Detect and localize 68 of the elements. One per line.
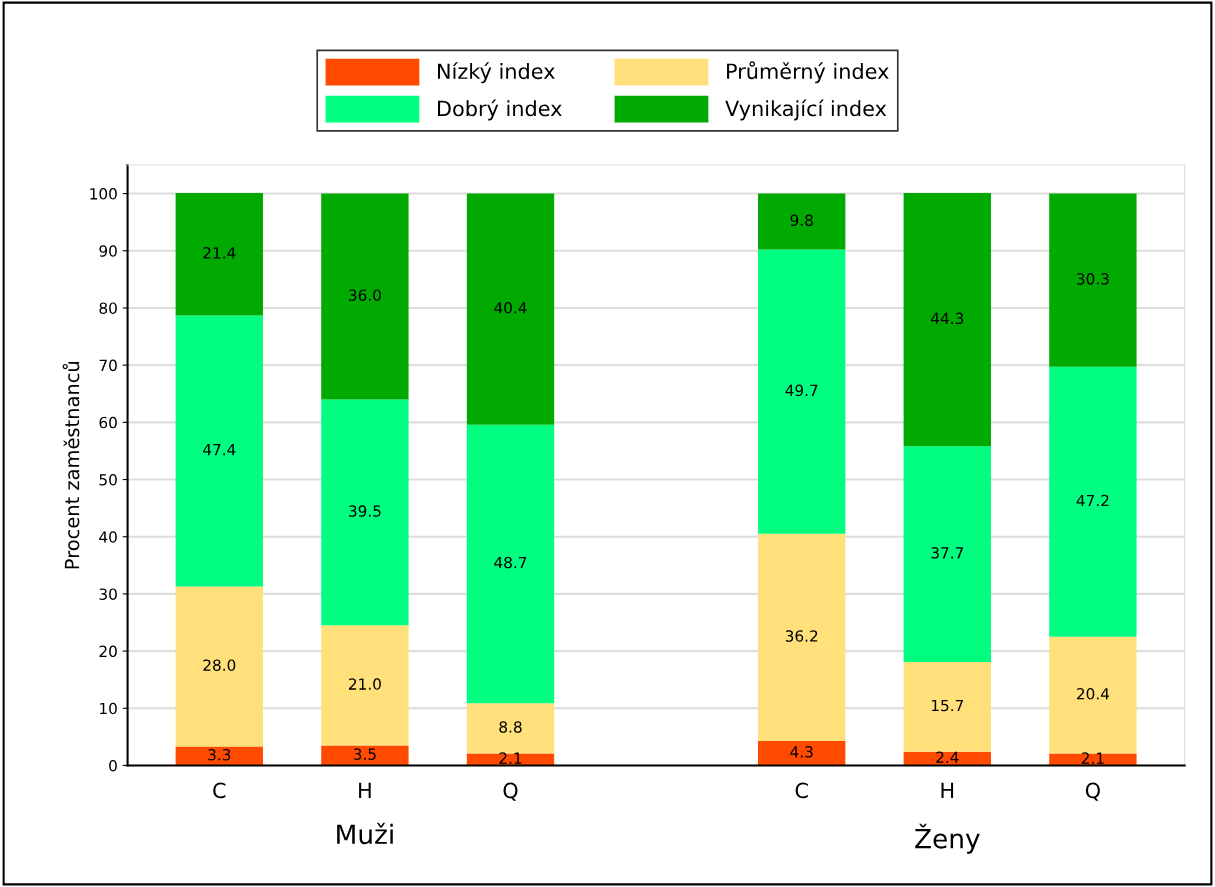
data-label: 47.4 bbox=[203, 444, 236, 456]
data-label: 47.2 bbox=[1076, 494, 1109, 507]
x-tick-label: Q bbox=[503, 782, 518, 801]
bar bbox=[1049, 366, 1137, 637]
bar bbox=[321, 745, 409, 766]
bar bbox=[758, 740, 846, 766]
legend-label: Nízký index bbox=[438, 62, 555, 84]
text: Ženy bbox=[915, 823, 980, 854]
legend-label: Průměrný index bbox=[727, 61, 889, 84]
data-label: 36.2 bbox=[785, 630, 818, 642]
bar bbox=[903, 661, 991, 752]
bar bbox=[1049, 636, 1137, 754]
bar bbox=[1049, 193, 1137, 367]
y-tick-label: 100 bbox=[90, 188, 117, 200]
bar bbox=[903, 193, 991, 447]
bar bbox=[758, 193, 846, 250]
bar bbox=[321, 625, 409, 746]
bar bbox=[175, 315, 263, 587]
y-tick-label: 40 bbox=[99, 531, 117, 543]
data-label: 2.4 bbox=[936, 751, 959, 763]
data-label: 21.4 bbox=[203, 247, 236, 259]
data-label: 28.0 bbox=[203, 659, 236, 671]
bar bbox=[175, 193, 263, 316]
data-label: 8.8 bbox=[499, 721, 522, 733]
x-tick-label: C bbox=[795, 782, 808, 799]
data-label: 21.0 bbox=[349, 678, 381, 690]
data-label: 15.7 bbox=[931, 699, 963, 712]
legend-label: Vynikající index bbox=[725, 99, 887, 121]
bar bbox=[466, 424, 555, 704]
y-tick-label: 50 bbox=[99, 473, 117, 486]
x-tick-label: C bbox=[213, 782, 226, 799]
data-label: 44.3 bbox=[931, 312, 964, 325]
x-tick-label: H bbox=[359, 782, 371, 798]
bar bbox=[175, 586, 263, 747]
bar bbox=[758, 533, 846, 741]
data-label: 49.7 bbox=[785, 384, 818, 397]
data-label: 48.7 bbox=[494, 556, 527, 569]
text: Muži bbox=[337, 822, 393, 845]
y-tick-label: 10 bbox=[100, 702, 117, 715]
y-tick-label: 60 bbox=[99, 416, 117, 429]
y-axis-title: Procent zaměstnanců bbox=[62, 362, 80, 569]
legend-label: Dobrý index bbox=[438, 99, 562, 121]
y-tick-label: 30 bbox=[99, 588, 117, 600]
bar bbox=[321, 193, 409, 400]
bar bbox=[321, 399, 409, 626]
y-tick-label: 20 bbox=[99, 645, 117, 658]
y-tick-label: 80 bbox=[99, 302, 117, 314]
data-label: 30.3 bbox=[1077, 273, 1109, 285]
x-tick-label: Q bbox=[1085, 782, 1100, 801]
data-label: 40.4 bbox=[494, 301, 527, 314]
bar bbox=[758, 249, 846, 534]
data-label: 3.5 bbox=[353, 748, 376, 760]
y-tick-label: 90 bbox=[99, 245, 117, 257]
data-label: 37.7 bbox=[931, 547, 963, 559]
bar bbox=[466, 703, 555, 754]
data-label: 2.1 bbox=[499, 752, 522, 764]
bar bbox=[466, 193, 555, 425]
data-label: 20.4 bbox=[1077, 688, 1110, 700]
data-label: 9.8 bbox=[790, 214, 813, 227]
y-tick-label: 0 bbox=[109, 759, 117, 772]
data-label: 3.3 bbox=[208, 748, 231, 761]
data-label: 39.5 bbox=[349, 505, 381, 517]
bar bbox=[903, 446, 991, 662]
data-label: 4.3 bbox=[790, 746, 813, 758]
y-tick-label: 70 bbox=[99, 359, 117, 372]
data-label: 2.1 bbox=[1081, 752, 1104, 764]
data-label: 36.0 bbox=[349, 289, 381, 301]
x-tick-label: H bbox=[941, 782, 954, 798]
